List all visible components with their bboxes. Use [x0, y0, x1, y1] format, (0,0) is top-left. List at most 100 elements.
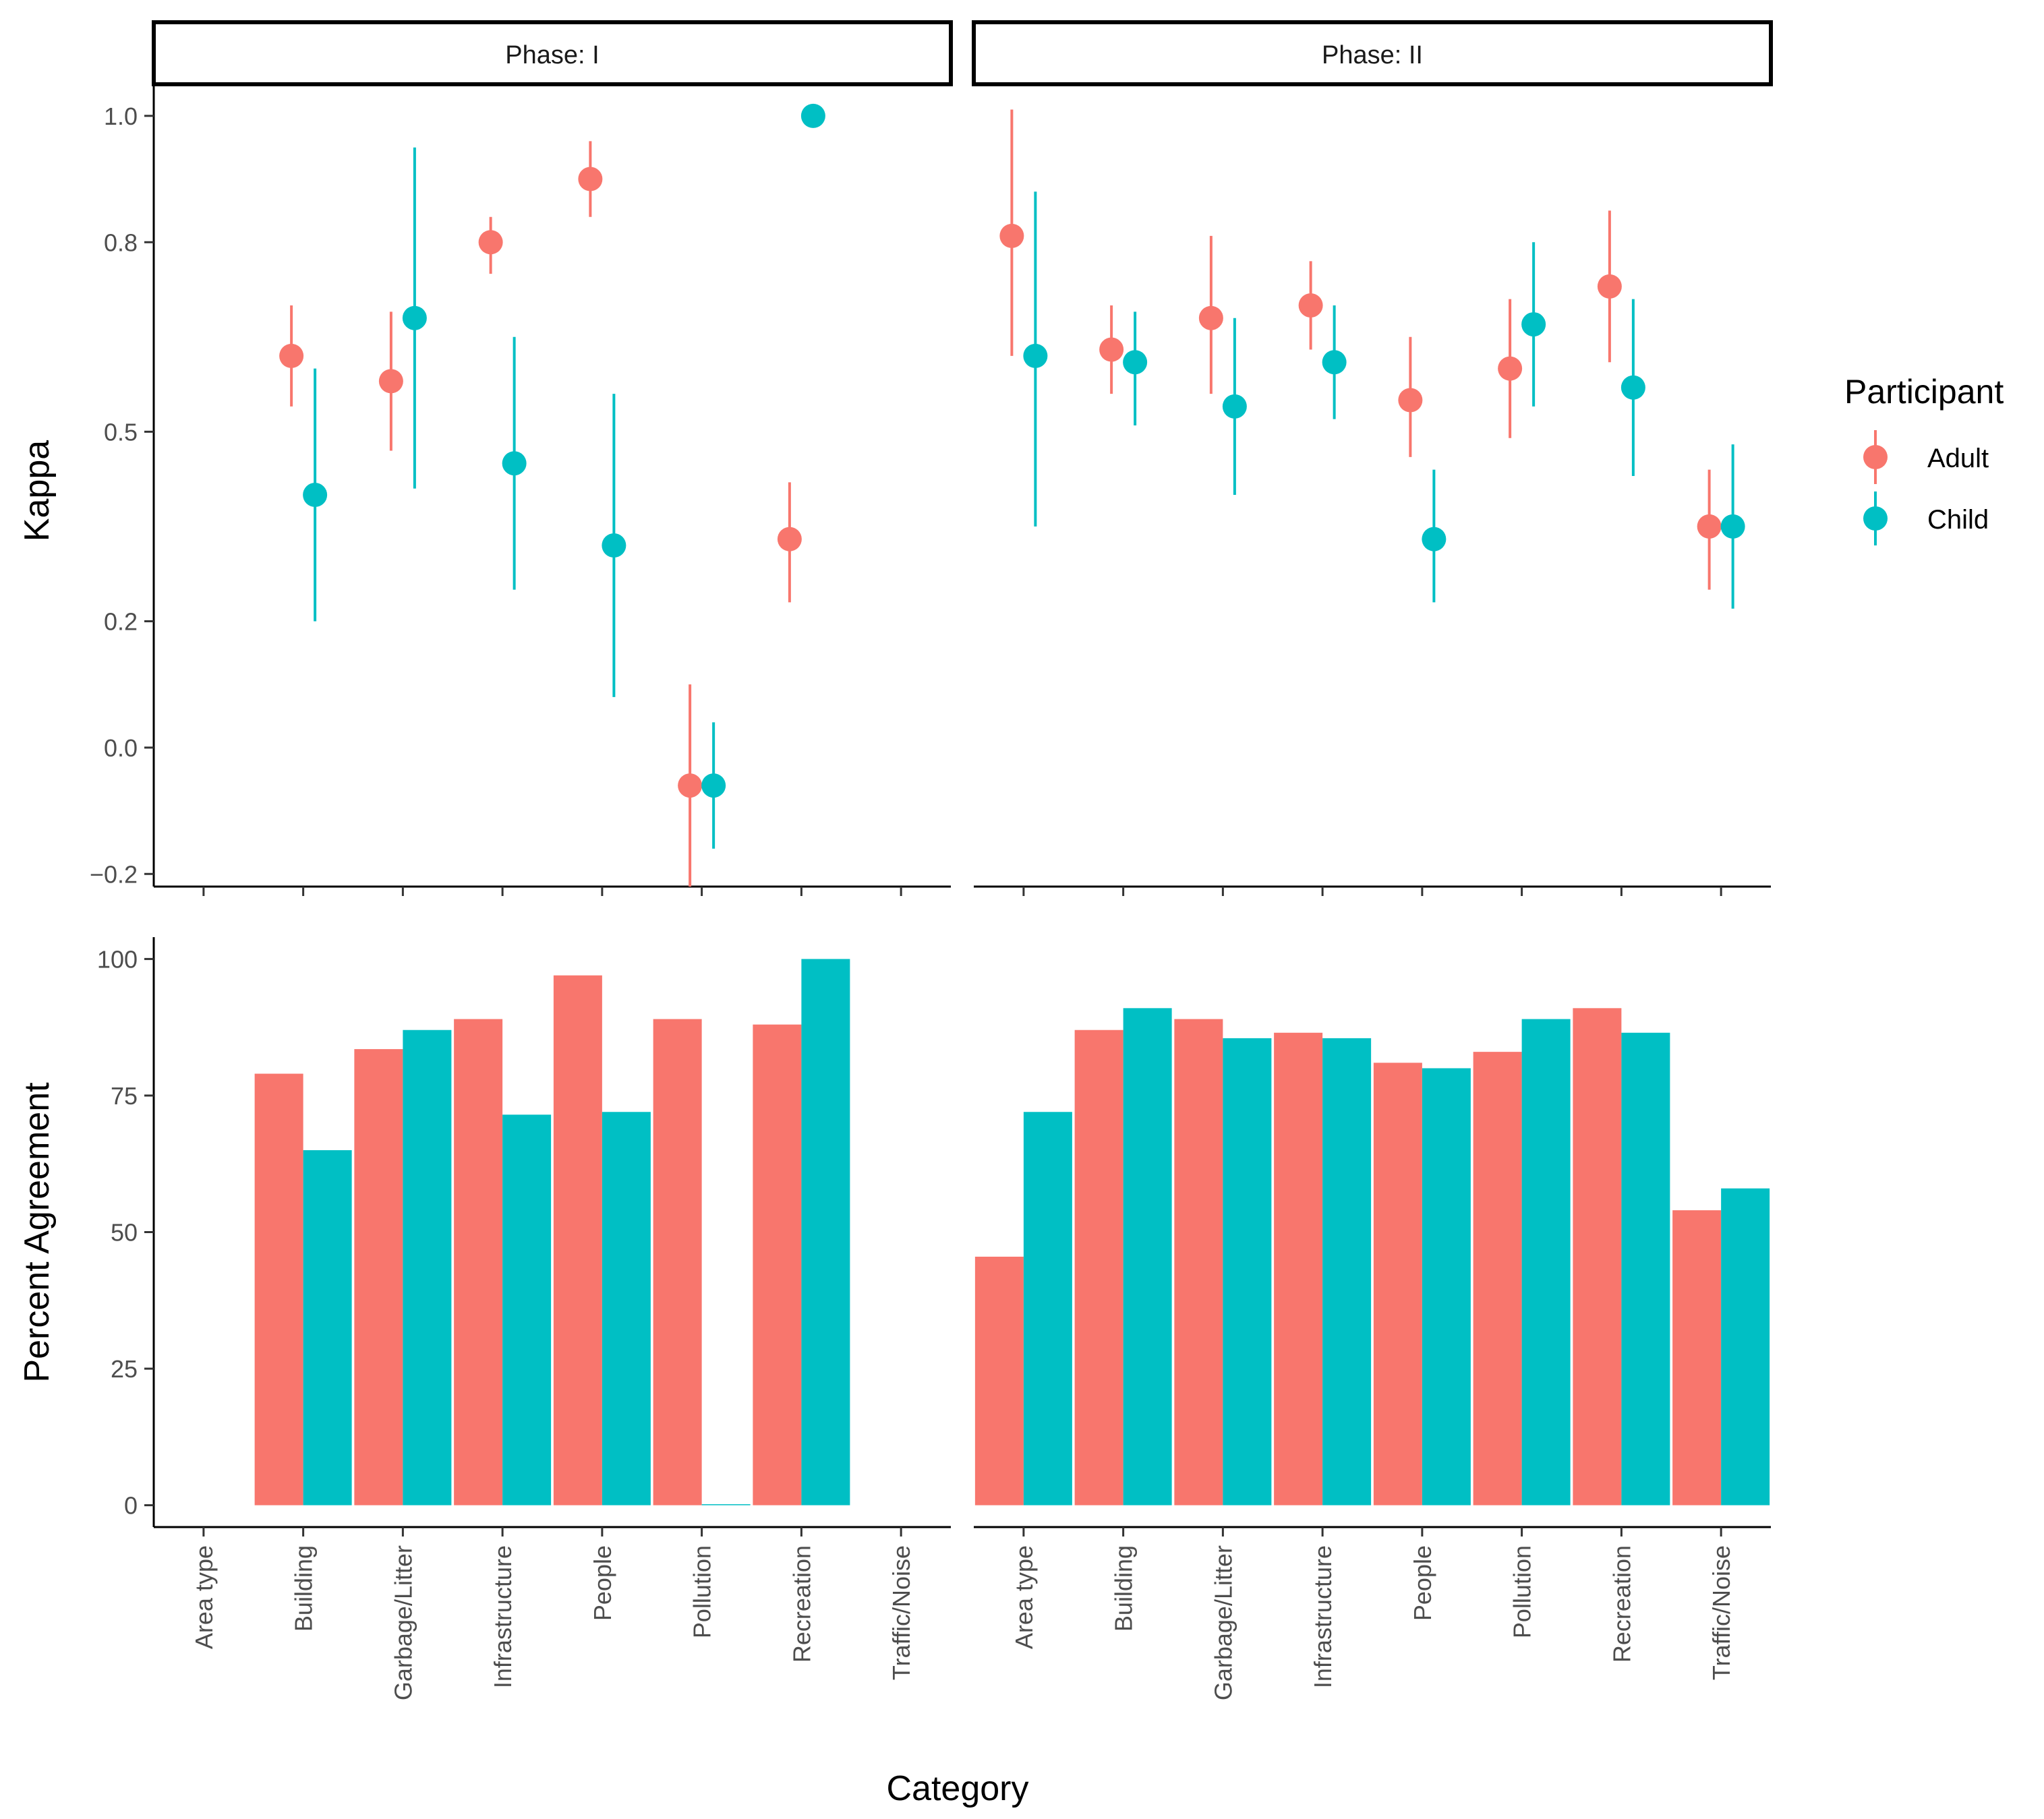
kappa-y-tick-label: −0.2: [90, 860, 138, 888]
kappa-point-adult-pollution: [1498, 356, 1523, 381]
x-tick-label-recreation: Recreation: [1608, 1545, 1635, 1663]
bar-panel-phase-1: [254, 959, 850, 1505]
bar-child-building: [303, 1150, 352, 1505]
bar-adult-infrastructure: [1274, 1032, 1323, 1505]
x-tick-label-infrastructure: Infrastructure: [1309, 1545, 1337, 1688]
kappa-point-child-pollution: [1521, 312, 1546, 337]
x-tick-label-building: Building: [1110, 1545, 1138, 1632]
kappa-point-child-area-type: [1023, 343, 1048, 368]
kappa-y-tick-label: 1.0: [104, 102, 138, 130]
bar-y-tick-label: 75: [111, 1082, 138, 1110]
bar-child-infrastructure: [502, 1114, 552, 1505]
percent-agreement-axis-title: Percent Agreement: [18, 1082, 57, 1383]
legend-key-dot-adult: [1863, 445, 1888, 469]
bar-adult-infrastructure: [454, 1019, 503, 1505]
kappa-point-adult-area-type: [999, 223, 1024, 248]
kappa-axis-title: Kappa: [18, 440, 57, 541]
bar-panel-phase-2: [974, 1008, 1770, 1505]
x-tick-label-pollution: Pollution: [1509, 1545, 1536, 1638]
bar-adult-pollution: [1473, 1052, 1522, 1505]
x-tick-label-garbage-litter: Garbage/Litter: [1209, 1545, 1237, 1700]
x-tick-label-traffic-noise: Traffic/Noise: [1707, 1545, 1735, 1680]
bar-child-recreation: [801, 959, 850, 1505]
facet-strip-box: [972, 20, 1773, 86]
kappa-point-adult-infrastructure: [1298, 293, 1323, 318]
facet-strip-box: [152, 20, 953, 86]
kappa-panel-phase-2: [999, 109, 1745, 609]
bar-y-tick-label: 100: [97, 945, 138, 973]
kappa-point-adult-traffic-noise: [1697, 514, 1722, 539]
kappa-point-child-people: [602, 533, 626, 558]
kappa-y-tick-label: 0.2: [104, 607, 138, 635]
kappa-point-child-garbage-litter: [1222, 394, 1247, 419]
bar-child-people: [1422, 1068, 1471, 1505]
bar-child-garbage-litter: [1223, 1038, 1272, 1505]
facet-strip-phase-2: Phase: II: [972, 20, 1773, 86]
x-tick-label-infrastructure: Infrastructure: [489, 1545, 517, 1688]
x-tick-label-building: Building: [290, 1545, 318, 1632]
bar-child-people: [602, 1112, 651, 1505]
bar-child-recreation: [1621, 1032, 1670, 1505]
x-tick-label-area-type: Area type: [1010, 1545, 1038, 1649]
bar-y-tick-label: 50: [111, 1219, 138, 1247]
kappa-point-child-recreation: [1620, 375, 1645, 400]
bar-child-pollution: [701, 1504, 751, 1505]
bar-adult-recreation: [1573, 1008, 1622, 1505]
legend: Participant Adult Child: [1844, 373, 2004, 545]
x-tick-label-people: People: [1409, 1545, 1436, 1621]
kappa-panel-phase-1: [279, 103, 825, 887]
bar-child-traffic-noise: [1721, 1188, 1770, 1505]
kappa-point-adult-people: [1398, 388, 1423, 413]
bar-adult-building: [1074, 1030, 1123, 1505]
legend-key-dot-child: [1863, 506, 1888, 531]
x-tick-label-traffic-noise: Traffic/Noise: [887, 1545, 915, 1680]
legend-title: Participant: [1844, 373, 2004, 411]
legend-label-child: Child: [1927, 505, 1989, 535]
bar-adult-recreation: [753, 1024, 802, 1505]
kappa-point-child-building: [1123, 350, 1148, 375]
bar-y-tick-label: 25: [111, 1355, 138, 1383]
kappa-point-child-infrastructure: [1322, 350, 1347, 375]
kappa-y-tick-label: 0.0: [104, 734, 138, 762]
facet-strip-label: Phase: II: [1322, 41, 1423, 69]
kappa-point-adult-people: [578, 167, 603, 191]
bar-child-infrastructure: [1322, 1038, 1372, 1505]
kappa-point-child-building: [303, 483, 328, 508]
kappa-y-tick-label: 0.5: [104, 418, 138, 446]
bar-adult-traffic-noise: [1672, 1210, 1722, 1505]
bar-adult-area-type: [974, 1256, 1024, 1505]
percent-agreement-axes: 0 25 50 75 100: [97, 937, 1771, 1537]
x-tick-label-area-type: Area type: [190, 1545, 218, 1649]
facet-strip-phase-1: Phase: I: [152, 20, 953, 86]
facet-strip-label: Phase: I: [505, 41, 599, 69]
bar-child-pollution: [1521, 1019, 1571, 1505]
x-tick-label-garbage-litter: Garbage/Litter: [389, 1545, 417, 1700]
x-tick-labels: Area type Building Garbage/Litter Infrastru…: [190, 1545, 1735, 1700]
kappa-axes: −0.2 0.0 0.2 0.5 0.8 1.0: [90, 84, 1771, 896]
kappa-point-adult-recreation: [777, 527, 802, 551]
kappa-point-adult-recreation: [1597, 274, 1622, 299]
bar-adult-building: [254, 1073, 303, 1505]
x-tick-label-recreation: Recreation: [788, 1545, 815, 1663]
legend-key-child: Child: [1863, 491, 1989, 545]
bar-adult-garbage-litter: [354, 1049, 403, 1505]
bar-y-tick-label: 0: [124, 1492, 138, 1520]
x-tick-label-pollution: Pollution: [689, 1545, 716, 1638]
kappa-point-child-garbage-litter: [402, 305, 427, 330]
kappa-point-adult-infrastructure: [478, 230, 503, 255]
bar-adult-people: [1373, 1063, 1422, 1505]
x-tick-label-people: People: [589, 1545, 616, 1621]
kappa-point-child-infrastructure: [502, 451, 527, 476]
legend-label-adult: Adult: [1927, 444, 1989, 473]
kappa-point-child-recreation: [800, 103, 825, 128]
kappa-point-adult-building: [279, 343, 304, 368]
kappa-y-tick-label: 0.8: [104, 229, 138, 256]
kappa-point-child-people: [1422, 527, 1447, 551]
kappa-point-adult-garbage-litter: [378, 369, 403, 394]
kappa-point-adult-building: [1099, 337, 1124, 362]
kappa-point-child-pollution: [701, 773, 726, 798]
bar-adult-people: [553, 975, 602, 1505]
bar-adult-pollution: [653, 1019, 702, 1505]
